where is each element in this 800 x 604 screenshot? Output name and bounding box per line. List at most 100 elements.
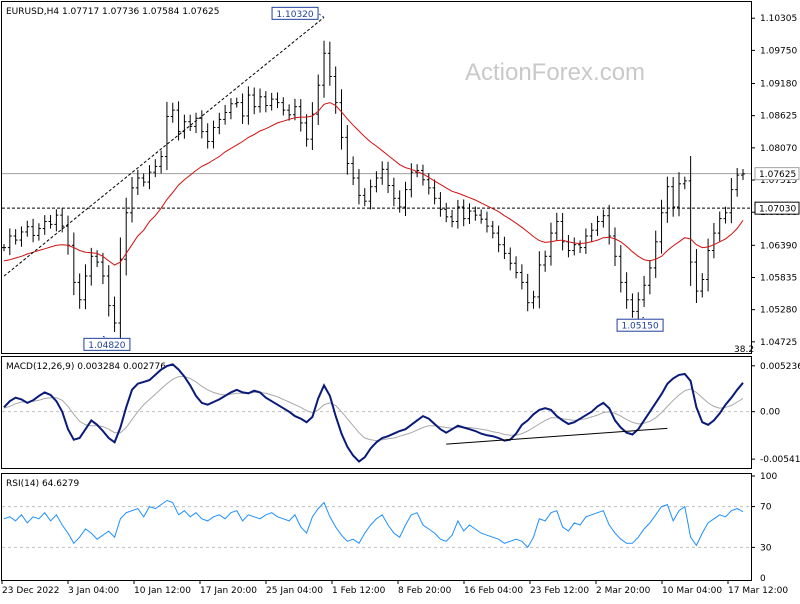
- rsi-y-tick-label: 0: [760, 574, 766, 584]
- price-bar: [572, 237, 577, 256]
- price-bar: [386, 161, 391, 194]
- x-tick-label: 23 Dec 2022: [2, 586, 60, 596]
- price-bar: [636, 292, 641, 319]
- price-bar: [607, 204, 612, 245]
- price-bar: [653, 230, 658, 278]
- signal-line: [3, 376, 744, 442]
- price-bar: [106, 265, 111, 317]
- x-tick-label: 25 Jan 04:00: [266, 586, 323, 596]
- price-bar: [246, 86, 251, 125]
- price-panel-header: EURUSD,H4 1.07717 1.07736 1.07584 1.0762…: [6, 7, 219, 17]
- price-bar: [647, 260, 652, 295]
- price-bar: [194, 112, 199, 134]
- price-bar: [461, 199, 466, 227]
- price-bar: [741, 169, 745, 181]
- trendline: [3, 16, 325, 277]
- price-bar: [48, 214, 53, 229]
- price-bar: [420, 164, 425, 186]
- price-bar: [694, 249, 699, 303]
- price-bar: [403, 181, 408, 216]
- price-bar: [455, 199, 460, 229]
- price-bar: [19, 226, 24, 247]
- rsi-panel-frame: [1, 473, 752, 581]
- price-bar: [467, 203, 472, 224]
- price-bar: [83, 264, 88, 310]
- price-bar: [444, 202, 449, 223]
- x-tick-label: 8 Feb 20:00: [398, 586, 452, 596]
- price-bar: [438, 192, 443, 217]
- price-bar: [351, 156, 356, 186]
- rsi-y-tick-label: 70: [760, 503, 772, 513]
- price-bar: [583, 228, 588, 254]
- watermark: ActionForex.com: [465, 59, 645, 86]
- x-tick-label: 17 Jan 20:00: [200, 586, 257, 596]
- price-bar: [170, 102, 175, 123]
- price-bar: [514, 256, 519, 279]
- price-bar: [211, 120, 216, 149]
- price-bar: [368, 179, 373, 210]
- price-y-tick-label: 1.05835: [760, 273, 797, 283]
- price-bar: [130, 176, 135, 223]
- price-bar: [490, 220, 495, 239]
- price-bar: [275, 92, 280, 109]
- price-bars: [2, 40, 745, 343]
- price-bar: [729, 178, 734, 224]
- price-bar: [287, 104, 292, 121]
- price-bar: [135, 169, 140, 195]
- price-bar: [77, 273, 82, 309]
- macd-panel-header: MACD(12,26,9) 0.003284 0.002776: [6, 362, 166, 372]
- price-bar: [589, 222, 594, 243]
- price-bar: [356, 169, 361, 205]
- support-label: 1.07030: [759, 205, 796, 215]
- macd-y-tick-label: 0.00: [760, 408, 780, 418]
- macd-panel-frame: [1, 356, 752, 469]
- price-y-tick-label: 1.06390: [760, 241, 797, 251]
- price-bar: [31, 218, 36, 243]
- price-annotation: 1.04820: [83, 335, 131, 351]
- price-y-tick-label: 1.08070: [760, 144, 797, 154]
- price-bar: [25, 220, 30, 237]
- price-bar: [54, 209, 59, 232]
- x-tick-label: 1 Feb 12:00: [332, 586, 386, 596]
- price-bar: [42, 215, 47, 235]
- price-annotations: 1.10320 1.04820 1.05150: [83, 6, 664, 351]
- price-bar: [176, 101, 181, 141]
- price-bar: [688, 155, 693, 286]
- price-bar: [141, 173, 146, 187]
- price-bar: [450, 209, 455, 228]
- price-bar: [548, 222, 553, 266]
- price-bar: [479, 209, 484, 224]
- support-tag: [754, 201, 800, 215]
- annotation-label: 1.10320: [276, 10, 313, 20]
- price-bar: [502, 236, 507, 260]
- price-bar: [496, 225, 501, 253]
- price-bar: [659, 199, 664, 254]
- rsi-y-tick-label: 100: [760, 472, 777, 482]
- x-tick-label: 3 Jan 04:00: [68, 586, 120, 596]
- x-tick-label: 10 Mar 04:00: [662, 586, 722, 596]
- price-bar: [595, 215, 600, 236]
- price-bar: [543, 250, 548, 272]
- price-bar: [188, 114, 193, 132]
- price-bar: [100, 252, 105, 285]
- price-panel-frame: [1, 1, 752, 354]
- price-bar: [642, 275, 647, 307]
- price-bar: [2, 244, 6, 252]
- price-y-axis: 1.10305 1.09750 1.09180 1.08625 1.08070 1.075…: [734, 14, 800, 355]
- price-bar: [624, 272, 629, 309]
- price-bar: [700, 273, 705, 298]
- price-y-tick-label: 1.07515: [760, 176, 797, 186]
- price-annotation: 1.10320: [271, 6, 325, 20]
- x-tick-label: 2 Mar 20:00: [596, 586, 651, 596]
- price-bar: [671, 176, 676, 217]
- x-tick-label: 16 Feb 04:00: [464, 586, 523, 596]
- annotation-leader: [317, 12, 325, 18]
- moving-average: [3, 102, 744, 266]
- price-bar: [217, 112, 222, 135]
- x-tick-label: 23 Feb 12:00: [530, 586, 589, 596]
- rsi-line: [3, 499, 744, 549]
- macd-y-tick-label: -0.005416: [760, 455, 800, 465]
